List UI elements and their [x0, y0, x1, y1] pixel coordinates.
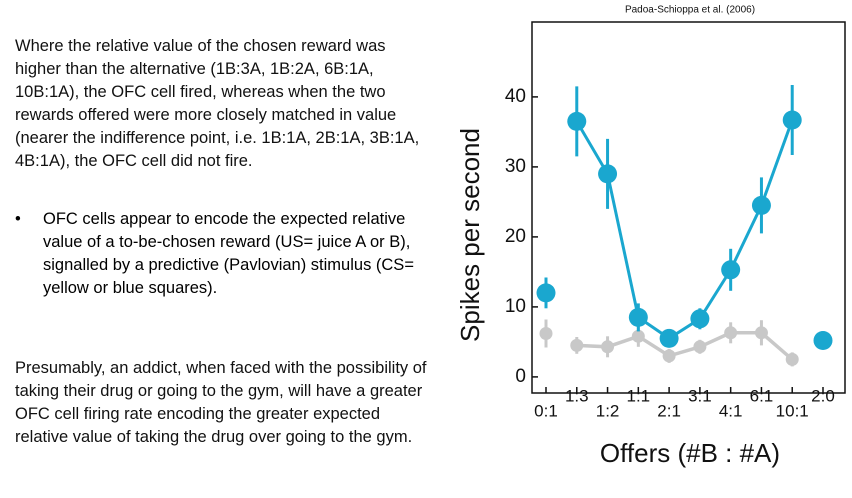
chart-title: Padoa-Schioppa et al. (2006) — [625, 5, 755, 16]
y-tick-label: 10 — [505, 296, 526, 317]
y-tick-label: 30 — [505, 156, 526, 177]
x-tick-label: 3:1 — [688, 386, 712, 405]
series-line — [575, 119, 794, 341]
x-tick-label: 1:2 — [596, 401, 620, 420]
x-tick-label: 10:1 — [776, 401, 809, 420]
point — [693, 340, 707, 354]
point — [536, 283, 556, 303]
plot-frame — [531, 21, 846, 394]
point — [628, 307, 648, 327]
point — [631, 329, 645, 343]
y-tick-label: 20 — [505, 226, 526, 247]
x-tick-label: 4:1 — [719, 401, 743, 420]
point — [601, 340, 615, 354]
point — [659, 328, 679, 348]
point — [813, 331, 833, 350]
point — [751, 195, 771, 215]
bullet-text: OFC cells appear to encode the expected … — [43, 210, 414, 297]
point — [567, 111, 587, 131]
point — [539, 327, 553, 340]
y-tick-label: 0 — [515, 366, 526, 387]
bullet-item: • OFC cells appear to encode the expected… — [15, 208, 435, 300]
point — [598, 164, 618, 184]
x-tick-label: 0:1 — [534, 401, 558, 420]
point — [662, 349, 676, 363]
y-tick-label: 40 — [505, 86, 526, 107]
x-tick-label: 6:1 — [750, 386, 774, 405]
x-tick-label: 1:3 — [565, 386, 589, 405]
y-axis-title: Spikes per second — [455, 128, 485, 342]
point — [690, 309, 710, 329]
point — [785, 352, 799, 366]
paragraph: Where the relative value of the chosen r… — [15, 37, 420, 170]
point — [570, 338, 584, 352]
point — [724, 326, 738, 340]
x-tick-label: 1:1 — [627, 386, 651, 405]
x-axis-title: Offers (#B : #A) — [600, 438, 780, 468]
point — [754, 326, 768, 340]
x-tick-label: 2:0 — [811, 386, 835, 405]
paragraph: Presumably, an addict, when faced with t… — [15, 359, 427, 446]
point — [721, 260, 741, 280]
point — [782, 110, 802, 130]
x-tick-label: 2:1 — [657, 401, 681, 420]
